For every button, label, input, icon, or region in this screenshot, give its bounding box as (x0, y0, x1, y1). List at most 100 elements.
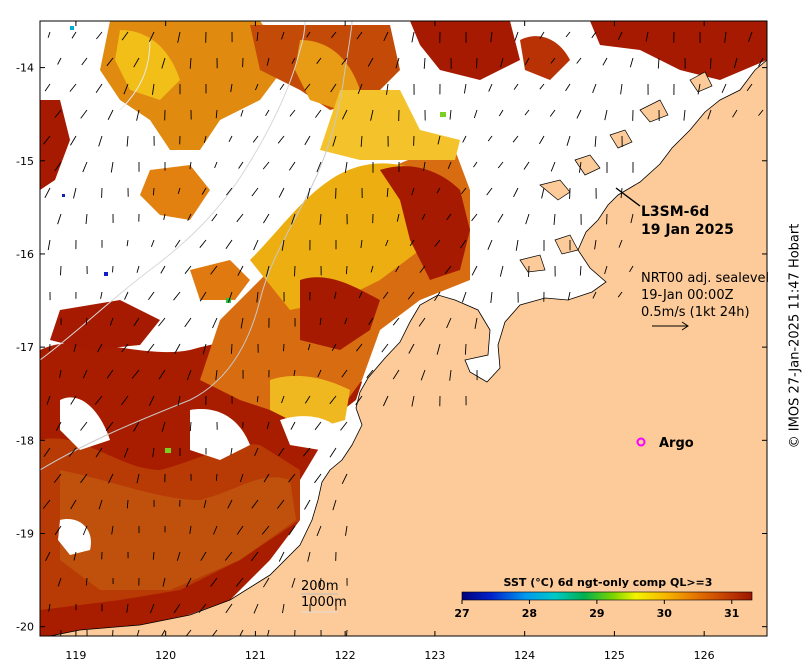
current-vector (421, 213, 426, 220)
current-vector (278, 551, 285, 562)
current-vector (515, 239, 519, 251)
colorbar-ticks: 27 28 29 30 31 (454, 600, 739, 620)
current-vector (106, 369, 114, 379)
current-vector (367, 57, 374, 67)
current-vector (490, 31, 493, 43)
colorbar-tick-label: 29 (589, 607, 604, 620)
current-vector (281, 239, 285, 251)
current-vector (123, 83, 129, 95)
current-vector (497, 161, 504, 169)
current-vector (187, 213, 192, 221)
current-vector (42, 499, 51, 509)
current-vector (370, 265, 374, 273)
current-vector (161, 421, 166, 432)
colorbar-scale (461, 591, 753, 601)
current-vector (80, 421, 88, 431)
current-vector (463, 83, 467, 94)
current-vector (265, 109, 270, 117)
current-vector (111, 525, 114, 535)
current-vector (707, 109, 712, 120)
current-vector (444, 265, 452, 274)
current-vector (460, 239, 467, 249)
current-vector (73, 343, 77, 352)
current-vector (629, 265, 634, 273)
current-vector (162, 577, 166, 587)
current-vector (151, 83, 155, 95)
argo-label: Argo (659, 436, 694, 451)
current-vector (407, 291, 415, 300)
current-vector (126, 499, 129, 509)
lat-tick-label: -17 (16, 341, 34, 354)
current-vector (213, 525, 218, 535)
current-vector (131, 369, 140, 379)
lat-tick-label: -20 (16, 621, 34, 634)
current-vector (446, 213, 452, 221)
label-pointer (615, 187, 641, 207)
lon-tick-label: 125 (604, 649, 625, 662)
current-vector (210, 265, 218, 275)
current-vector (198, 603, 207, 613)
current-vector (657, 57, 660, 69)
current-vector (594, 135, 597, 147)
current-vector (184, 265, 192, 274)
current-vector (331, 31, 337, 38)
lon-tick-label: 122 (335, 649, 356, 662)
lat-tick-label: -16 (16, 248, 34, 261)
current-vector (304, 499, 311, 510)
lon-tick-label: 120 (155, 649, 176, 662)
current-vector (133, 317, 140, 327)
current-vector (408, 343, 415, 354)
current-vector (281, 395, 285, 404)
current-vector (48, 603, 51, 612)
current-vector (409, 239, 415, 247)
current-vector (437, 135, 441, 145)
current-vector (341, 109, 348, 120)
current-vector (82, 369, 88, 379)
current-vector (158, 317, 166, 327)
current-vector (512, 135, 519, 143)
current-vector (436, 343, 441, 355)
current-vector (136, 473, 140, 484)
current-vector (212, 317, 218, 329)
current-vector (395, 265, 400, 273)
current-vector (594, 239, 597, 250)
lat-tick-label: -15 (16, 155, 34, 168)
current-vector (629, 57, 634, 68)
current-vector (341, 369, 348, 378)
current-vector (288, 473, 296, 483)
current-vector (177, 187, 181, 195)
current-vector (471, 213, 478, 222)
current-vector (136, 629, 140, 636)
current-vector (147, 343, 155, 353)
current-vector (317, 369, 322, 378)
current-vector (500, 57, 504, 68)
current-vector (236, 525, 244, 535)
current-vector (290, 421, 296, 430)
current-vector (591, 31, 597, 39)
current-vector (256, 31, 259, 42)
current-vector (366, 369, 374, 379)
current-vector (524, 57, 530, 66)
current-vector (528, 265, 530, 277)
current-vector (513, 83, 519, 90)
current-vector (253, 603, 259, 614)
current-vector (43, 447, 51, 457)
current-vector (95, 447, 103, 458)
current-vector (578, 161, 582, 173)
current-vector (186, 369, 192, 381)
current-vector (240, 317, 244, 329)
current-vector (112, 629, 114, 636)
current-vector (54, 525, 62, 535)
current-vector (230, 447, 233, 455)
current-vector (357, 83, 363, 94)
current-vector (539, 83, 545, 90)
current-vector (565, 31, 571, 38)
current-vector (332, 135, 337, 147)
current-vector (252, 135, 259, 143)
current-vector (288, 525, 296, 536)
current-vector (227, 499, 233, 509)
current-vector (224, 551, 233, 561)
current-vector (47, 239, 51, 251)
current-vector (541, 187, 545, 199)
lon-tick-label: 121 (245, 649, 266, 662)
